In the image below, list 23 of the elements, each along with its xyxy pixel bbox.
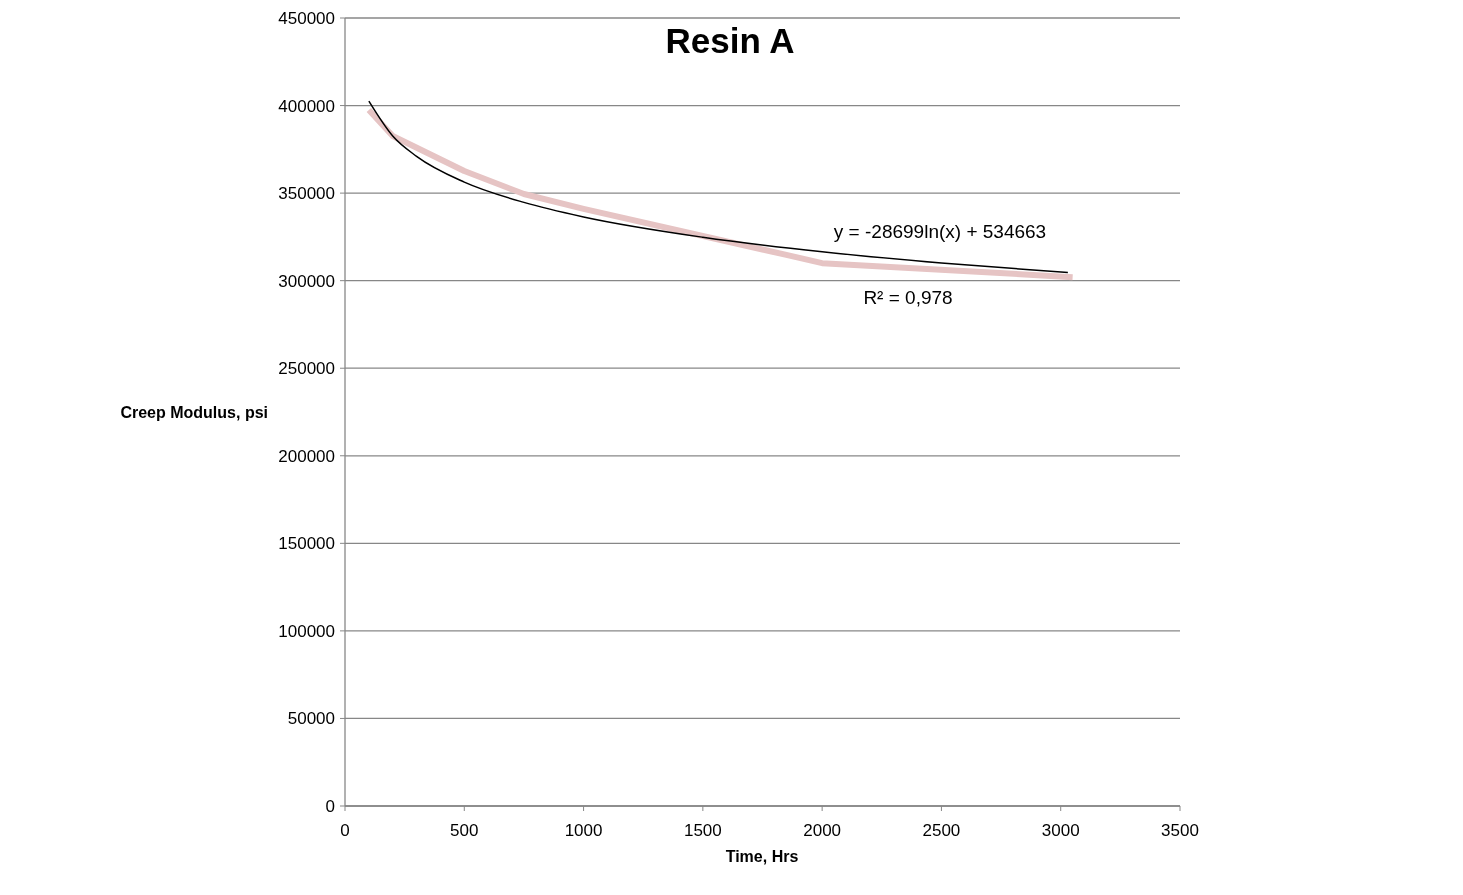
- y-tick-label: 250000: [278, 359, 335, 379]
- x-tick-label: 3500: [1161, 821, 1199, 840]
- y-tick-label: 100000: [278, 621, 335, 641]
- y-tick-label: 150000: [278, 534, 335, 554]
- y-tick-label: 400000: [278, 96, 335, 116]
- x-tick-label: 2000: [803, 821, 842, 840]
- y-tick-label: 200000: [278, 446, 335, 466]
- y-axis-title: Creep Modulus, psi: [120, 404, 268, 421]
- y-tick-label: 450000: [278, 8, 335, 28]
- x-tick-label: 0: [340, 821, 350, 840]
- chart-title: Resin A: [665, 21, 795, 60]
- y-tick-label: 350000: [278, 184, 335, 204]
- annotation: R² = 0,978: [863, 287, 953, 308]
- x-tick-label: 3000: [1041, 821, 1080, 840]
- annotation: y = -28699ln(x) + 534663: [833, 221, 1047, 242]
- x-tick-label: 2500: [922, 821, 961, 840]
- x-tick-label: 500: [450, 821, 479, 840]
- x-axis-title: Time, Hrs: [725, 848, 799, 865]
- x-tick-label: 1500: [683, 821, 722, 840]
- y-tick-label: 50000: [287, 709, 335, 729]
- y-tick-label: 0: [325, 796, 335, 816]
- x-tick-label: 1000: [564, 821, 603, 840]
- y-tick-label: 300000: [278, 271, 335, 291]
